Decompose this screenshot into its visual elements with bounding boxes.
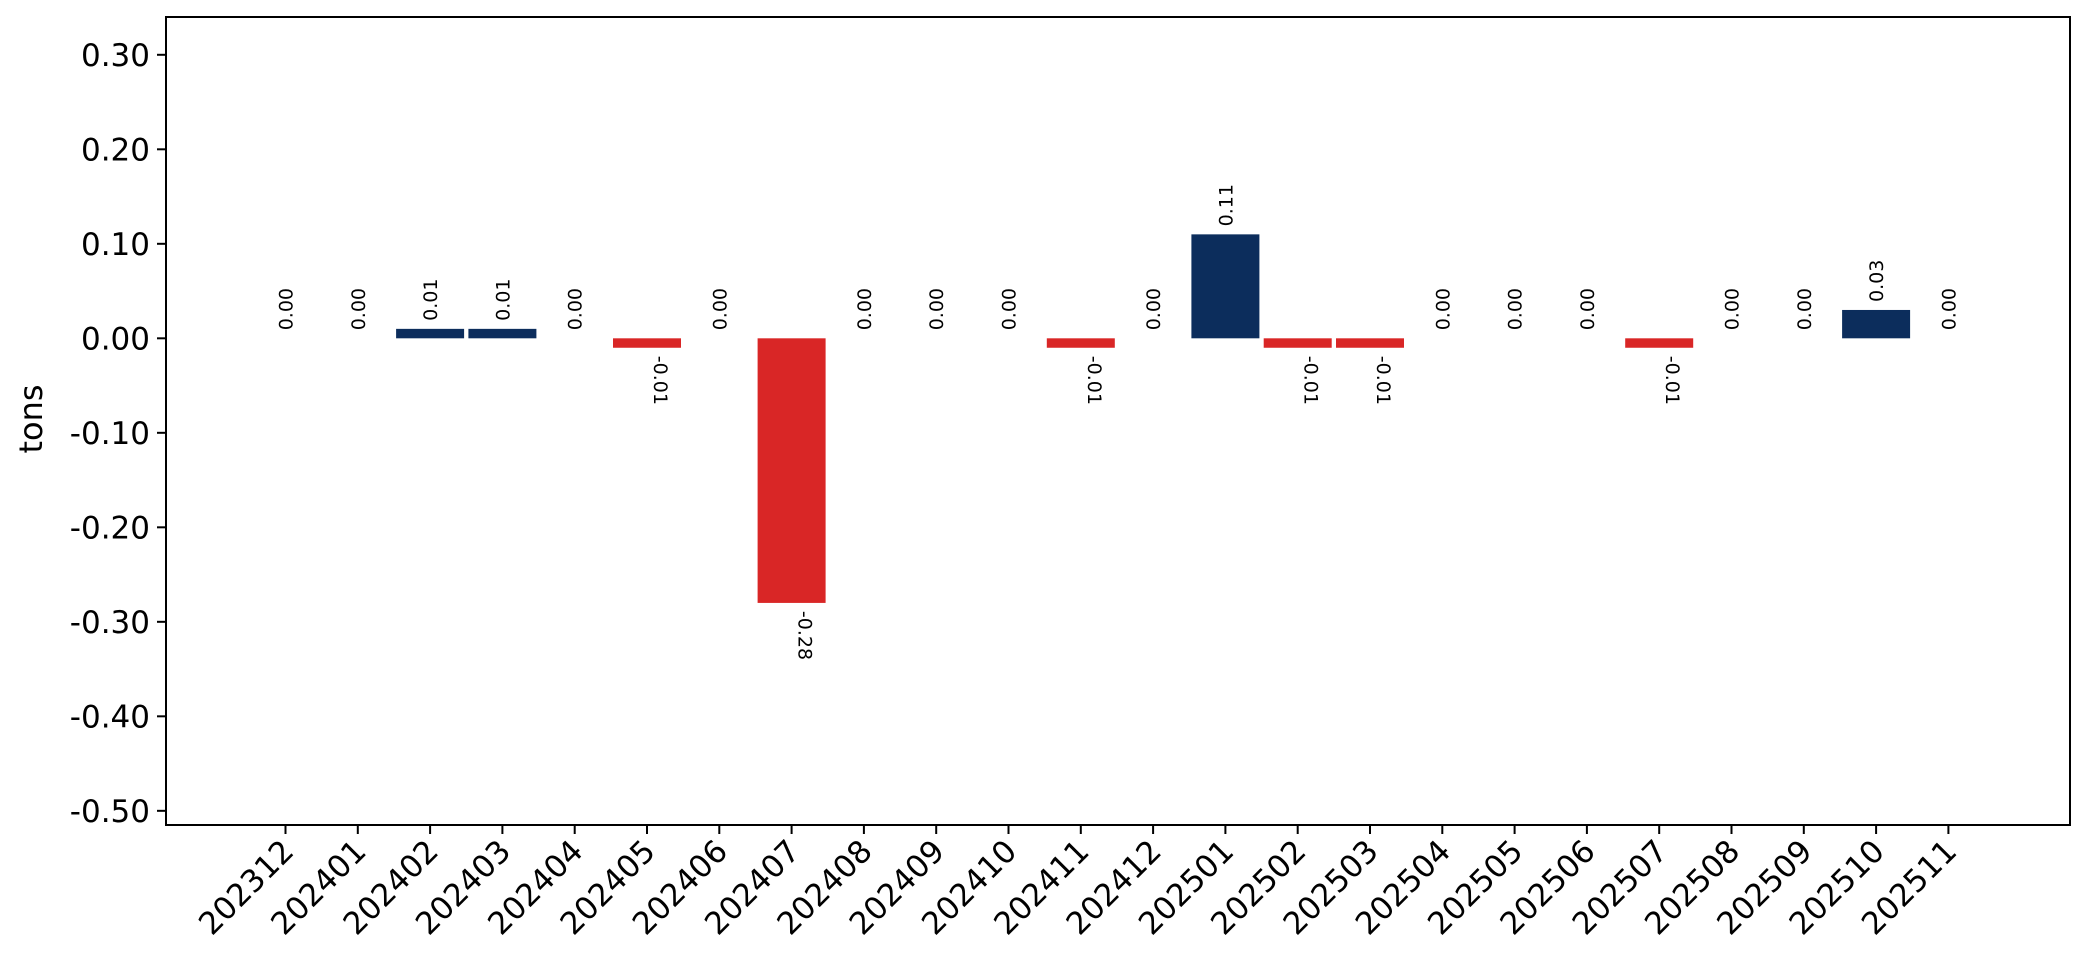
- bar-value-label: 0.00: [1938, 288, 1960, 330]
- plot-frame: [165, 16, 2071, 826]
- bar-value-label: 0.11: [1215, 184, 1237, 226]
- y-tick-label: -0.10: [70, 416, 150, 452]
- bar-value-label: 0.00: [1505, 288, 1527, 330]
- bar: [1263, 338, 1332, 348]
- bar: [613, 338, 681, 348]
- bar-value-label: -0.01: [1372, 356, 1394, 405]
- bar: [757, 338, 826, 603]
- bar-value-label: 0.00: [348, 288, 370, 330]
- bar-value-label: 0.01: [420, 279, 442, 321]
- y-tick-label: 0.30: [81, 38, 150, 74]
- bar: [396, 328, 465, 339]
- bar-value-label: 0.00: [1722, 288, 1744, 330]
- bar-value-label: 0.00: [1577, 288, 1599, 330]
- bar-value-label: 0.00: [1794, 288, 1816, 330]
- bar-value-label: -0.28: [794, 611, 816, 660]
- bar-value-label: 0.01: [492, 279, 514, 321]
- bar: [1625, 338, 1694, 348]
- bar-value-label: -0.01: [649, 356, 671, 405]
- bar-value-label: 0.03: [1866, 260, 1888, 302]
- y-tick-label: 0.10: [81, 227, 150, 263]
- bar: [1336, 338, 1404, 348]
- bar-labels-group: 0.00 0.00 0.01 0.01 0.00 -0.01 0.00 -0.28 0.00 0.…: [276, 184, 1961, 660]
- bar: [1191, 234, 1260, 339]
- bar-value-label: 0.00: [565, 288, 587, 330]
- y-axis: 0.30 0.20 0.10 0.00 -0.10 -0.20 -0.30 -0.40 -0.5…: [70, 38, 166, 830]
- bars-group: [396, 234, 1911, 603]
- bar-value-label: 0.00: [999, 288, 1021, 330]
- bar-value-label: 0.00: [1432, 288, 1454, 330]
- bar: [1842, 309, 1911, 339]
- bar-value-label: 0.00: [276, 288, 298, 330]
- y-tick-label: 0.00: [81, 321, 150, 357]
- x-axis: 2023122024012024022024032024042024052024…: [192, 825, 1964, 942]
- bar-value-label: -0.01: [1661, 356, 1683, 405]
- y-tick-label: -0.50: [70, 794, 150, 830]
- y-tick-label: -0.40: [70, 699, 150, 735]
- bar-value-label: -0.01: [1083, 356, 1105, 405]
- bar: [1046, 338, 1115, 348]
- bar-value-label: 0.00: [926, 288, 948, 330]
- y-tick-label: -0.20: [70, 510, 150, 546]
- y-tick-label: -0.30: [70, 605, 150, 641]
- bar: [468, 328, 537, 339]
- bar-value-label: -0.01: [1300, 356, 1322, 405]
- y-axis-title: tons: [12, 384, 50, 453]
- bar-value-label: 0.00: [709, 288, 731, 330]
- bar-value-label: 0.00: [854, 288, 876, 330]
- y-tick-label: 0.20: [81, 132, 150, 168]
- bar-value-label: 0.00: [1143, 288, 1165, 330]
